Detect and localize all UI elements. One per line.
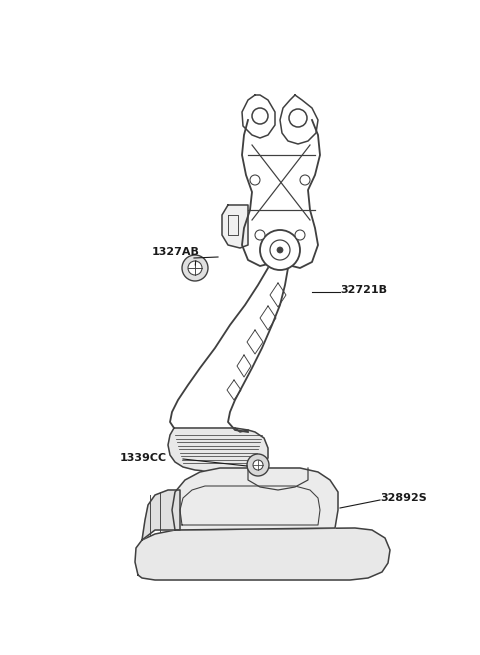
- Polygon shape: [242, 95, 275, 138]
- Polygon shape: [172, 468, 338, 530]
- Circle shape: [255, 230, 265, 240]
- Polygon shape: [142, 490, 180, 540]
- Circle shape: [277, 247, 283, 253]
- Polygon shape: [280, 95, 318, 144]
- Circle shape: [182, 255, 208, 281]
- Polygon shape: [222, 205, 248, 248]
- Text: 32721B: 32721B: [340, 285, 387, 295]
- Text: 32892S: 32892S: [380, 493, 427, 503]
- Circle shape: [260, 230, 300, 270]
- Circle shape: [250, 175, 260, 185]
- Text: 1339CC: 1339CC: [120, 453, 167, 463]
- Circle shape: [300, 175, 310, 185]
- Polygon shape: [168, 428, 268, 472]
- Polygon shape: [135, 528, 390, 580]
- Circle shape: [247, 454, 269, 476]
- Circle shape: [252, 108, 268, 124]
- Circle shape: [295, 230, 305, 240]
- Circle shape: [289, 109, 307, 127]
- Circle shape: [253, 460, 263, 470]
- Circle shape: [188, 261, 202, 275]
- Text: 1327AB: 1327AB: [152, 247, 200, 257]
